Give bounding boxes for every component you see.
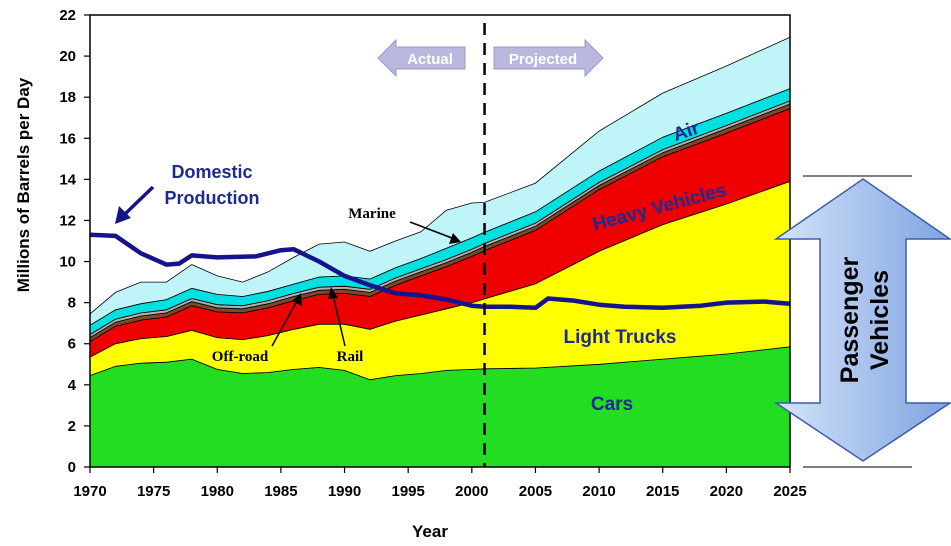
domestic-pointer-line: [122, 185, 155, 217]
marine-pointer-head: [449, 233, 461, 244]
off-road-pointer-line: [271, 300, 298, 347]
y-tick-label: 22: [59, 7, 76, 24]
x-tick-label: 2020: [710, 483, 743, 500]
domestic-production-line: [89, 232, 791, 311]
y-tick-label: 2: [68, 418, 76, 435]
x-tick-label: 1980: [201, 483, 234, 500]
x-tick-label: 1985: [264, 483, 297, 500]
projected-arrow: [493, 38, 604, 78]
y-tick-label: 12: [59, 212, 76, 229]
y-tick-label: 8: [68, 295, 76, 312]
marine-label: Marine: [348, 206, 396, 222]
rail-pointer-line: [332, 294, 346, 347]
light-trucks-label: Light Trucks: [564, 327, 677, 348]
y-tick-label: 4: [68, 377, 77, 394]
x-tick-label: 1995: [391, 483, 424, 500]
stacked-areas: [89, 36, 791, 468]
y-tick-label: 10: [59, 254, 76, 271]
y-axis-title: Millions of Barrels per Day: [14, 77, 33, 292]
x-tick-label: 2015: [646, 483, 679, 500]
x-tick-label: 2005: [519, 483, 552, 500]
actual-arrow: [377, 38, 466, 78]
y-tick-label: 0: [68, 459, 76, 476]
projected-label: Projected: [509, 51, 577, 68]
passenger-label-line1: Passenger: [836, 256, 864, 383]
y-tick-label: 14: [59, 171, 76, 188]
x-tick-label: 1990: [328, 483, 361, 500]
domestic-pointer-head: [115, 206, 131, 224]
x-tick-label: 2025: [773, 483, 806, 500]
plot-frame: [89, 14, 791, 468]
y-tick-label: 16: [59, 130, 76, 147]
marine-pointer-line: [409, 221, 453, 239]
passenger-vehicles-arrow: [773, 178, 951, 462]
off-road-pointer-head: [292, 293, 302, 306]
x-tick-label: 2000: [455, 483, 488, 500]
domestic-label-line1: Domestic: [171, 162, 252, 182]
y-tick-label: 20: [59, 48, 76, 65]
x-tick-label: 2010: [582, 483, 615, 500]
domestic-label-line2: Production: [165, 188, 260, 208]
domestic-production-line-group: [89, 232, 791, 311]
y-tick-label: 18: [59, 89, 76, 106]
x-tick-label: 1970: [73, 483, 106, 500]
actual-label: Actual: [407, 51, 453, 68]
axes: 0 2 4 6 8 10 12 14 16 18 20 22 1970 1975 1980 1985 1990 1…: [14, 7, 807, 541]
cars-label: Cars: [591, 394, 633, 415]
off-road-label: Off-road: [212, 349, 269, 365]
x-tick-label: 1975: [137, 483, 170, 500]
rail-pointer-head: [328, 287, 338, 299]
passenger-label-line2: Vehicles: [866, 270, 894, 370]
x-axis-title: Year: [412, 522, 448, 541]
rail-label: Rail: [337, 349, 364, 365]
y-tick-label: 6: [68, 336, 76, 353]
